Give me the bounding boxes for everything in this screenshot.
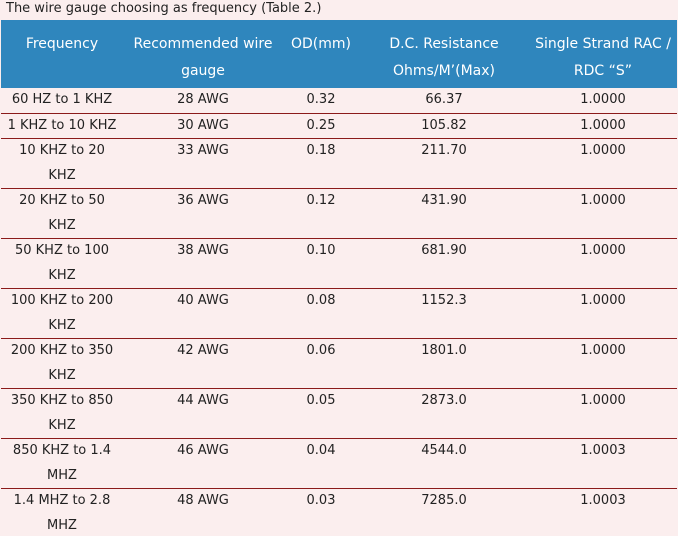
table-row: 10 KHZ to 20 KHZ 33 AWG 0.18 211.70 1.00… [1,138,677,189]
table-header-row: Frequency Recommended wire gauge OD(mm) … [1,20,677,88]
wire-gauge-table: Frequency Recommended wire gauge OD(mm) … [1,20,677,536]
cell-wire-gauge: 28 AWG [123,88,283,114]
cell-frequency: 1.4 MHZ to 2.8 MHZ [13,493,111,533]
cell-frequency: 20 KHZ to 50 KHZ [1,188,123,239]
cell-wire-gauge: 46 AWG [123,438,283,489]
table-row: 1.4 MHZ to 2.8 MHZ 48 AWG 0.03 7285.0 1.… [1,489,677,536]
cell-od: 0.05 [283,388,359,439]
table-row: 200 KHZ to 350 KHZ 42 AWG 0.06 1801.0 1.… [1,338,677,389]
table-row: 20 KHZ to 50 KHZ 36 AWG 0.12 431.90 1.00… [1,188,677,239]
cell-wire-gauge: 30 AWG [123,113,283,139]
cell-rac-rdc: 1.0000 [529,188,677,239]
cell-dc-resistance: 66.37 [359,88,529,114]
table-row: 50 KHZ to 100 KHZ 38 AWG 0.10 681.90 1.0… [1,238,677,289]
cell-rac-rdc: 1.0000 [529,288,677,339]
cell-dc-resistance: 211.70 [359,138,529,189]
table-row: 100 KHZ to 200 KHZ 40 AWG 0.08 1152.3 1.… [1,288,677,339]
table-row: 1 KHZ to 10 KHZ 30 AWG 0.25 105.82 1.000… [1,113,677,139]
header-frequency: Frequency [1,20,123,88]
cell-wire-gauge: 36 AWG [123,188,283,239]
cell-od: 0.18 [283,138,359,189]
cell-rac-rdc: 1.0000 [529,113,677,139]
cell-od: 0.12 [283,188,359,239]
table-caption: The wire gauge choosing as frequency (Ta… [6,1,322,16]
cell-od: 0.06 [283,338,359,389]
cell-dc-resistance: 681.90 [359,238,529,289]
table-row: 850 KHZ to 1.4 MHZ 46 AWG 0.04 4544.0 1.… [1,438,677,489]
header-od-mm: OD(mm) [283,20,359,88]
header-rac-rdc: Single Strand RAC / RDC “S” [529,20,677,88]
cell-wire-gauge: 38 AWG [123,238,283,289]
cell-frequency: 350 KHZ to 850 KHZ [1,388,123,439]
cell-od: 0.03 [306,493,336,508]
cell-dc-resistance: 2873.0 [359,388,529,439]
cell-dc-resistance: 105.82 [359,113,529,139]
cell-dc-resistance: 7285.0 [421,493,467,508]
cell-rac-rdc: 1.0000 [529,388,677,439]
cell-rac-rdc: 1.0000 [529,138,677,189]
cell-rac-rdc: 1.0003 [580,493,626,508]
cell-wire-gauge: 42 AWG [123,338,283,389]
cell-dc-resistance: 4544.0 [359,438,529,489]
cell-wire-gauge: 48 AWG [177,493,229,508]
cell-dc-resistance: 431.90 [359,188,529,239]
cell-frequency: 200 KHZ to 350 KHZ [1,338,123,389]
cell-od: 0.04 [283,438,359,489]
cell-od: 0.10 [283,238,359,289]
cell-wire-gauge: 44 AWG [123,388,283,439]
cell-rac-rdc: 1.0000 [529,338,677,389]
table-row: 350 KHZ to 850 KHZ 44 AWG 0.05 2873.0 1.… [1,388,677,439]
cell-frequency: 60 HZ to 1 KHZ [1,88,123,114]
cell-rac-rdc: 1.0000 [529,88,677,114]
cell-frequency: 50 KHZ to 100 KHZ [1,238,123,289]
table-row: 60 HZ to 1 KHZ 28 AWG 0.32 66.37 1.0000 [1,88,677,114]
cell-frequency: 10 KHZ to 20 KHZ [1,138,123,189]
header-dc-resistance: D.C. Resistance Ohms/M’(Max) [359,20,529,88]
cell-frequency: 850 KHZ to 1.4 MHZ [1,438,123,489]
cell-od: 0.08 [283,288,359,339]
cell-od: 0.32 [283,88,359,114]
cell-rac-rdc: 1.0003 [529,438,677,489]
header-recommended-wire-gauge: Recommended wire gauge [123,20,283,88]
cell-wire-gauge: 40 AWG [123,288,283,339]
cell-od: 0.25 [283,113,359,139]
cell-frequency: 100 KHZ to 200 KHZ [1,288,123,339]
cell-frequency: 1 KHZ to 10 KHZ [1,113,123,139]
cell-rac-rdc: 1.0000 [529,238,677,289]
cell-dc-resistance: 1152.3 [359,288,529,339]
cell-wire-gauge: 33 AWG [123,138,283,189]
cell-dc-resistance: 1801.0 [359,338,529,389]
